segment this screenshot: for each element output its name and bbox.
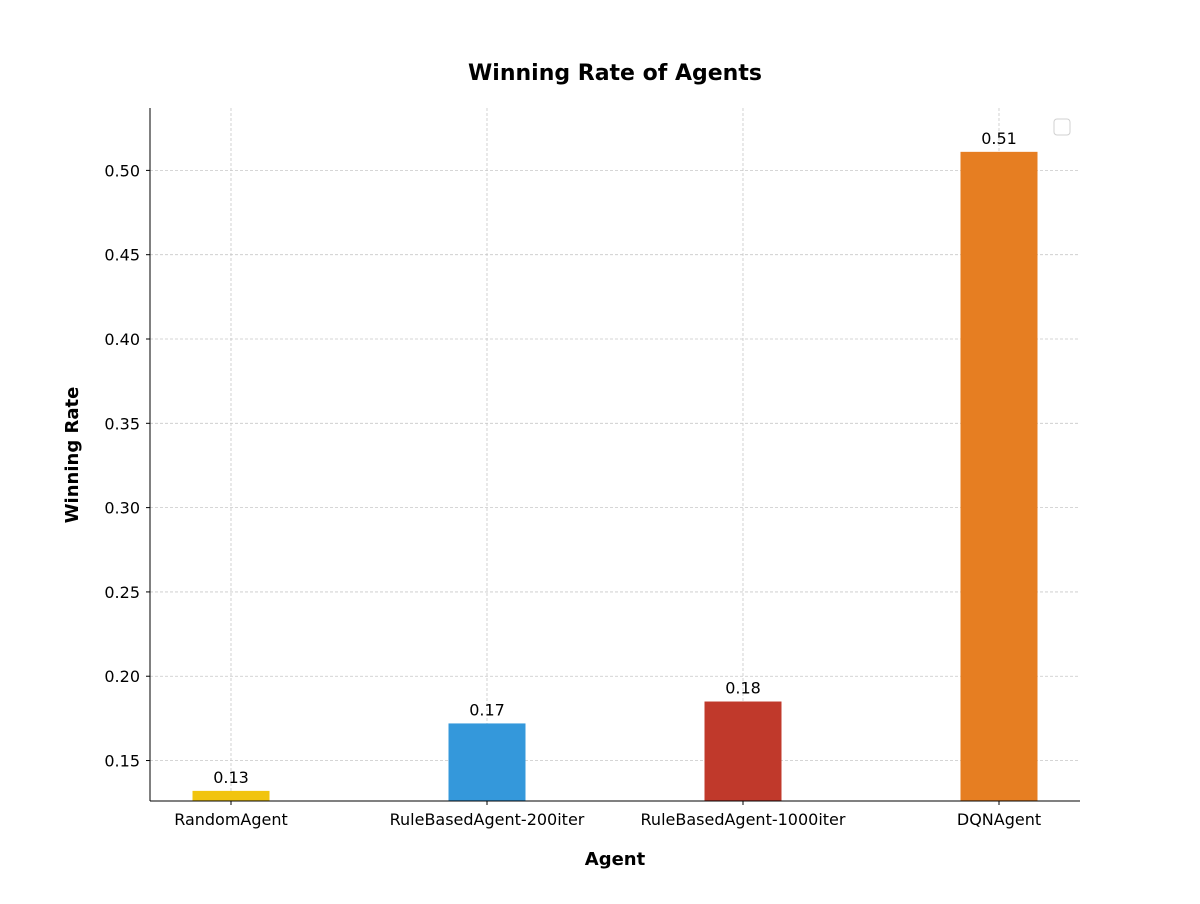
y-tick-labels: 0.15 0.20 0.25 0.30 0.35 0.40 0.45 0.50 — [104, 161, 150, 771]
x-tick-label: RuleBasedAgent-1000iter — [641, 810, 846, 829]
x-tick-labels: RandomAgent RuleBasedAgent-200iter RuleBas… — [174, 801, 1041, 829]
data-label: 0.51 — [981, 129, 1017, 148]
bar — [192, 790, 270, 801]
y-axis-label: Winning Rate — [62, 387, 83, 524]
data-label: 0.13 — [213, 768, 249, 787]
bars — [192, 151, 1038, 801]
bar — [704, 701, 782, 801]
x-tick-label: RandomAgent — [174, 810, 288, 829]
y-tick-label: 0.15 — [104, 752, 140, 771]
x-axis-label: Agent — [585, 849, 646, 870]
y-tick-label: 0.25 — [104, 583, 140, 602]
y-tick-label: 0.20 — [104, 667, 140, 686]
y-tick-label: 0.50 — [104, 161, 140, 180]
axes — [149, 108, 1080, 802]
grid — [150, 108, 1080, 801]
y-tick-label: 0.40 — [104, 330, 140, 349]
bar — [448, 723, 526, 801]
y-tick-label: 0.30 — [104, 499, 140, 518]
legend-box — [1053, 118, 1071, 136]
y-tick-label: 0.35 — [104, 414, 140, 433]
x-tick-label: RuleBasedAgent-200iter — [390, 810, 585, 829]
bar — [960, 151, 1038, 801]
chart-title: Winning Rate of Agents — [468, 61, 762, 86]
data-label: 0.17 — [469, 700, 505, 719]
data-labels: 0.13 0.17 0.18 0.51 — [213, 129, 1017, 787]
data-label: 0.18 — [725, 679, 761, 698]
y-tick-label: 0.45 — [104, 246, 140, 265]
x-tick-label: DQNAgent — [957, 810, 1041, 829]
